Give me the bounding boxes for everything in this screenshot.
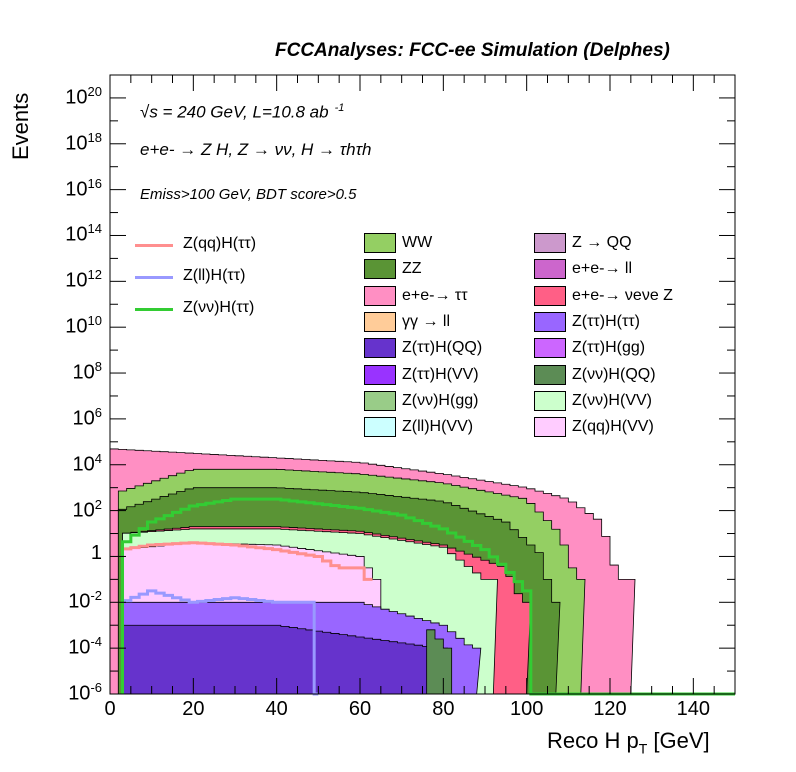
x-axis-label: Reco H pT [GeV] [547, 728, 710, 757]
legend-fill-swatch [364, 338, 396, 359]
x-tick-label: 120 [593, 698, 627, 720]
y-axis-label: Events [8, 92, 33, 160]
legend-line-swatch [135, 308, 173, 311]
legend-fill-swatch [364, 390, 396, 411]
legend-fill-label: WW [402, 234, 433, 251]
signal-line-0 [121, 541, 373, 694]
process-annotation: e+e- → Z H, Z → νν, H → τhτh [140, 140, 372, 159]
legend-fill-swatch [534, 311, 566, 332]
cuts-annotation: Emiss>100 GeV, BDT score>0.5 [140, 186, 357, 203]
x-tick-label: 80 [432, 698, 455, 720]
y-tick-label: 10-6 [68, 680, 102, 705]
y-tick-label: 102 [72, 496, 102, 522]
y-tick-label: 1010 [65, 313, 102, 338]
legend-fill-swatch [534, 390, 566, 411]
legend-fill-label: e+e-→ νeνe Z [572, 286, 673, 304]
legend-line-swatch [135, 276, 173, 279]
energy-annotation: √s = 240 GeV, L=10.8 ab -1 [140, 102, 345, 122]
legend-fill-swatch [534, 233, 566, 253]
legend-fill-swatch [364, 233, 396, 253]
legend-fill-label: Z(qq)H(VV) [572, 418, 654, 436]
legend-fill-label: Z(ττ)H(QQ) [402, 339, 483, 357]
legend-fill-label: Z(ττ)H(gg) [572, 339, 646, 357]
legend-fill-swatch [364, 311, 396, 332]
y-tick-label: 1018 [65, 129, 102, 155]
legend-fill-label: Z(νν)H(QQ) [572, 365, 656, 383]
x-tick-label: 20 [182, 698, 205, 720]
legend-fill-swatch [534, 338, 566, 359]
signal-line-1 [121, 589, 319, 696]
x-tick-label: 140 [676, 698, 711, 720]
x-tick-label: 40 [265, 698, 288, 720]
legend-line-label: Z(qq)H(ττ) [183, 235, 257, 252]
x-tick-label: 100 [509, 698, 544, 720]
stack-hist-7 [122, 624, 448, 695]
legend-line-swatch [135, 244, 173, 247]
y-tick-label: 104 [72, 450, 102, 476]
y-tick-label: 1 [90, 542, 102, 565]
y-tick-label: 1012 [65, 267, 102, 292]
plot-header: FCCAnalyses: FCC-ee Simulation (Delphes) [275, 40, 670, 61]
legend-fill-label: e+e-→ ττ [402, 286, 468, 304]
legend-fill-label: ZZ [402, 260, 422, 278]
x-tick-label: 60 [348, 698, 372, 720]
x-tick-label: 0 [104, 698, 116, 720]
legend-fill-label: Z(ττ)H(VV) [402, 365, 479, 383]
legend-fill-swatch [364, 259, 396, 280]
legend-line-label: Z(ll)H(ττ) [183, 267, 246, 284]
legend-fill-label: Z → QQ [572, 234, 632, 251]
stack-hist-8 [426, 629, 453, 695]
y-tick-label: 10-2 [68, 588, 102, 613]
legend-fill-label: Z(ll)H(VV) [402, 418, 474, 436]
y-tick-label: 10-4 [68, 634, 102, 659]
legend-fill-swatch [534, 285, 566, 306]
y-tick-label: 1020 [65, 83, 102, 109]
legend-fill-swatch [534, 364, 566, 385]
legend-fill-swatch [364, 364, 396, 385]
legend-fill-label: e+e-→ ll [572, 260, 633, 278]
legend-fill-swatch [534, 417, 566, 438]
legend-fill-swatch [364, 417, 396, 438]
y-tick-label: 1016 [65, 175, 102, 201]
legend-fill-swatch [364, 285, 396, 306]
legend-fill-swatch [534, 259, 566, 280]
legend-fill-label: γγ → ll [402, 312, 450, 330]
legend-line-label: Z(νν)H(ττ) [183, 299, 255, 316]
legend-fill-label: Z(νν)H(gg) [402, 391, 479, 409]
legend-fill-label: Z(νν)H(VV) [572, 391, 652, 409]
y-tick-label: 108 [72, 359, 102, 384]
y-tick-label: 106 [72, 404, 102, 430]
y-tick-label: 1014 [65, 221, 102, 247]
legend-fill-label: Z(ττ)H(ττ) [572, 312, 640, 330]
